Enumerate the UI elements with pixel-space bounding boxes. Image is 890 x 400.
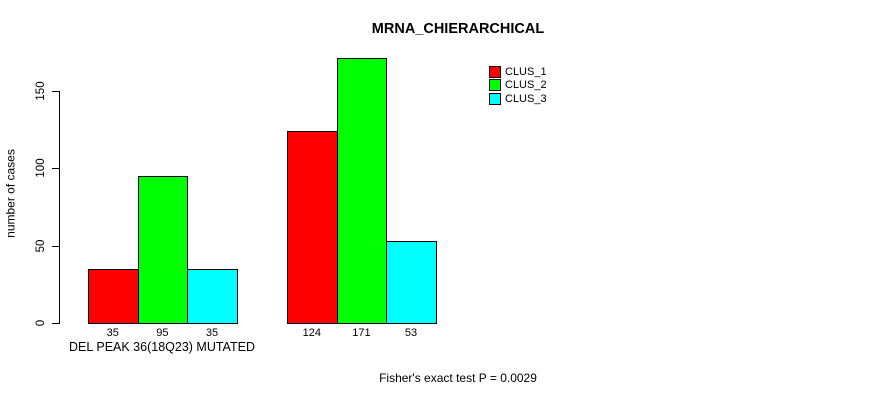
- y-axis-tick: [52, 168, 59, 170]
- bar-value-label: 171: [352, 327, 371, 339]
- legend-label: CLUS_3: [505, 92, 547, 105]
- y-axis-tick-label: 50: [35, 239, 47, 253]
- bar-value-label: 124: [302, 327, 321, 339]
- bar-value-label: 35: [106, 327, 119, 339]
- y-axis-title: number of cases: [3, 149, 18, 238]
- legend-swatch-clus_1: [489, 65, 501, 78]
- bar-value-label: 35: [205, 327, 219, 339]
- y-axis-tick: [52, 90, 59, 92]
- legend-swatch-clus_3: [489, 92, 501, 105]
- y-axis-line: [59, 90, 60, 324]
- bar-clus_2-group1: [137, 176, 189, 324]
- y-axis-tick-label: 100: [35, 158, 47, 178]
- y-axis-tick: [52, 245, 59, 247]
- bar-clus_1-group1: [88, 268, 139, 324]
- y-axis-tick-label: 0: [35, 319, 47, 327]
- legend-label: CLUS_1: [505, 65, 547, 78]
- bar-value-label: 95: [156, 327, 169, 339]
- fisher-test-annotation: Fisher's exact test P = 0.0029: [379, 371, 537, 385]
- legend-label: CLUS_2: [505, 79, 547, 92]
- x-axis-group-label: DEL PEAK 36(18Q23) MUTATED: [69, 340, 255, 354]
- bar-clus_2-group2: [336, 58, 388, 324]
- y-axis-tick: [52, 323, 59, 324]
- bar-clus_1-group2: [287, 131, 338, 324]
- bar-clus_3-group2: [386, 241, 437, 324]
- bar-clus_3-group1: [187, 268, 238, 324]
- legend-swatch-clus_2: [489, 79, 501, 92]
- chart-title: MRNA_CHIERARCHICAL: [371, 21, 545, 37]
- bar-value-label: 53: [404, 327, 418, 339]
- y-axis-tick-label: 150: [35, 81, 47, 101]
